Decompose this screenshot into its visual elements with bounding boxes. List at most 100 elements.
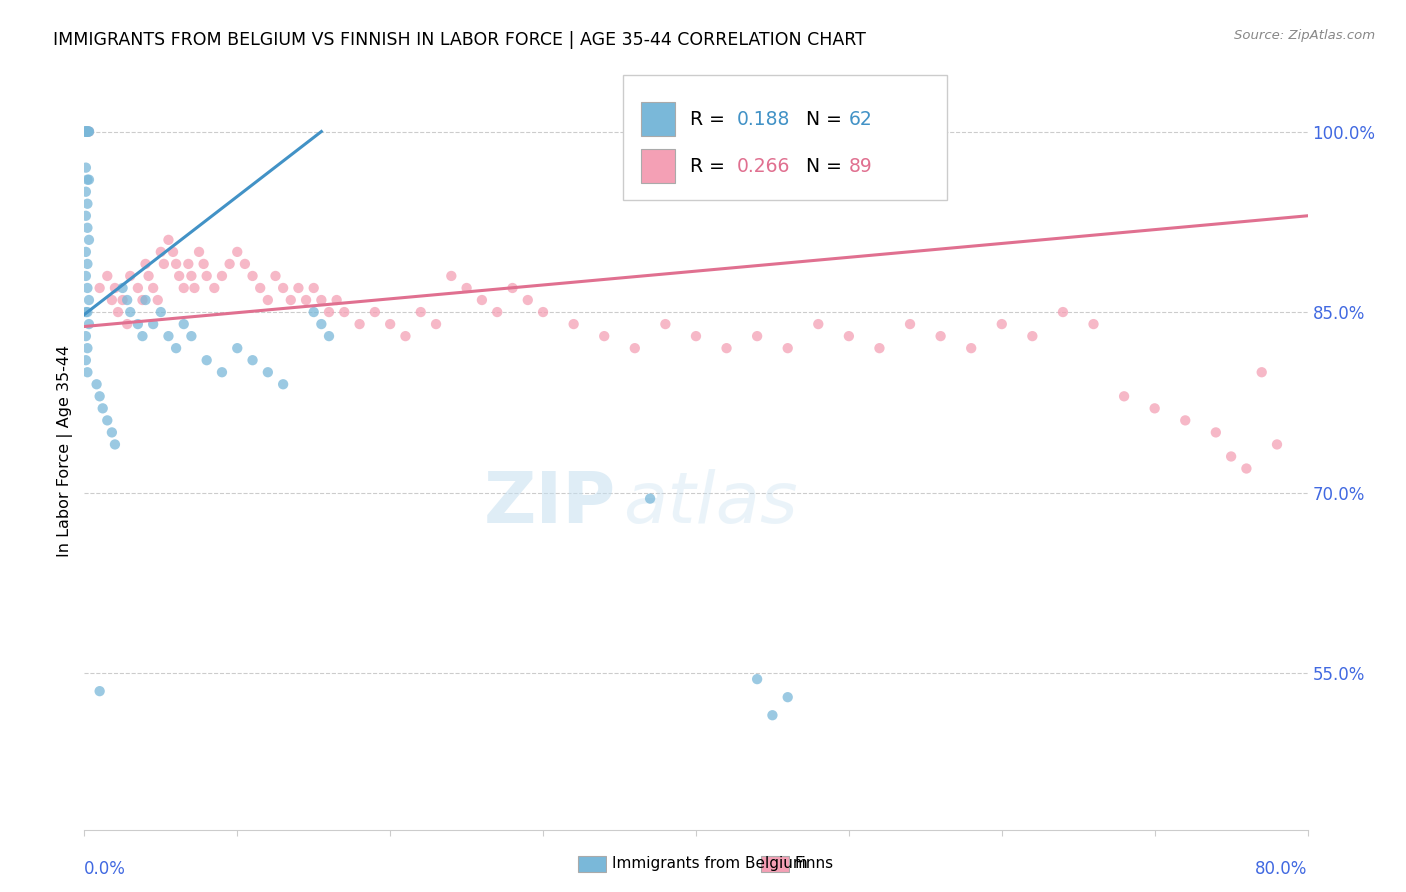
Point bbox=[135, 293, 157, 307]
Point bbox=[195, 353, 218, 368]
Point bbox=[624, 341, 647, 355]
Point bbox=[1265, 437, 1288, 451]
Point bbox=[77, 124, 100, 138]
Point bbox=[75, 124, 97, 138]
Point bbox=[638, 491, 661, 506]
Y-axis label: In Labor Force | Age 35-44: In Labor Force | Age 35-44 bbox=[58, 344, 73, 557]
Point bbox=[104, 281, 127, 295]
Point bbox=[1250, 365, 1272, 379]
Point bbox=[486, 305, 509, 319]
Point bbox=[716, 341, 738, 355]
Point bbox=[135, 257, 157, 271]
Point bbox=[127, 281, 149, 295]
Text: atlas: atlas bbox=[623, 469, 797, 538]
Point bbox=[807, 317, 830, 331]
Point bbox=[77, 317, 100, 331]
Point bbox=[311, 293, 333, 307]
Text: 0.266: 0.266 bbox=[737, 157, 790, 176]
Point bbox=[471, 293, 494, 307]
Point bbox=[242, 353, 264, 368]
Point bbox=[75, 329, 97, 343]
Point bbox=[869, 341, 891, 355]
Point bbox=[183, 281, 205, 295]
Text: R =: R = bbox=[690, 110, 731, 128]
Point bbox=[233, 257, 256, 271]
Point bbox=[111, 293, 134, 307]
Point bbox=[89, 684, 111, 698]
Text: 80.0%: 80.0% bbox=[1256, 860, 1308, 878]
Point bbox=[76, 124, 98, 138]
Point bbox=[1083, 317, 1105, 331]
Point bbox=[173, 317, 195, 331]
Point bbox=[76, 305, 98, 319]
Point bbox=[142, 317, 165, 331]
Text: Finns: Finns bbox=[794, 856, 834, 871]
Point bbox=[531, 305, 554, 319]
Point bbox=[311, 317, 333, 331]
Point bbox=[1143, 401, 1166, 416]
FancyBboxPatch shape bbox=[641, 102, 675, 136]
Point bbox=[776, 341, 799, 355]
Point bbox=[747, 672, 769, 686]
Point bbox=[76, 196, 98, 211]
Point bbox=[1021, 329, 1043, 343]
Point bbox=[409, 305, 432, 319]
Point bbox=[325, 293, 347, 307]
Point bbox=[929, 329, 952, 343]
Point bbox=[165, 257, 187, 271]
Point bbox=[75, 209, 97, 223]
Point bbox=[75, 124, 97, 138]
Point bbox=[157, 233, 180, 247]
Point bbox=[302, 281, 325, 295]
Point bbox=[1236, 461, 1258, 475]
Point bbox=[1174, 413, 1197, 427]
Point bbox=[218, 257, 240, 271]
Point bbox=[991, 317, 1014, 331]
Point bbox=[211, 268, 233, 283]
Point bbox=[271, 377, 294, 392]
Point bbox=[89, 281, 111, 295]
Point bbox=[1114, 389, 1136, 403]
Bar bbox=[761, 856, 789, 872]
Point bbox=[960, 341, 983, 355]
Point bbox=[167, 268, 190, 283]
Point bbox=[120, 305, 142, 319]
Point bbox=[76, 365, 98, 379]
Point bbox=[107, 305, 129, 319]
Point bbox=[75, 124, 97, 138]
Point bbox=[76, 341, 98, 355]
Point bbox=[96, 268, 118, 283]
Text: Immigrants from Belgium: Immigrants from Belgium bbox=[612, 856, 807, 871]
Point bbox=[77, 124, 100, 138]
Point bbox=[149, 305, 172, 319]
Point bbox=[162, 244, 184, 259]
Point bbox=[425, 317, 447, 331]
Point bbox=[115, 293, 138, 307]
Point bbox=[516, 293, 538, 307]
Point bbox=[76, 257, 98, 271]
Text: 62: 62 bbox=[849, 110, 873, 128]
Point bbox=[75, 305, 97, 319]
Point bbox=[302, 305, 325, 319]
Point bbox=[364, 305, 387, 319]
Point bbox=[180, 268, 202, 283]
Text: Source: ZipAtlas.com: Source: ZipAtlas.com bbox=[1234, 29, 1375, 42]
Point bbox=[380, 317, 402, 331]
Point bbox=[349, 317, 371, 331]
Point bbox=[76, 124, 98, 138]
Point bbox=[257, 293, 280, 307]
Text: 89: 89 bbox=[849, 157, 873, 176]
Point bbox=[75, 353, 97, 368]
Point bbox=[120, 268, 142, 283]
Point bbox=[249, 281, 271, 295]
Point bbox=[96, 413, 118, 427]
Point bbox=[111, 281, 134, 295]
Point bbox=[394, 329, 416, 343]
Point bbox=[761, 708, 783, 723]
Point bbox=[86, 377, 108, 392]
Point bbox=[226, 341, 249, 355]
Text: 0.0%: 0.0% bbox=[84, 860, 127, 878]
Point bbox=[211, 365, 233, 379]
Point bbox=[146, 293, 169, 307]
Point bbox=[76, 281, 98, 295]
